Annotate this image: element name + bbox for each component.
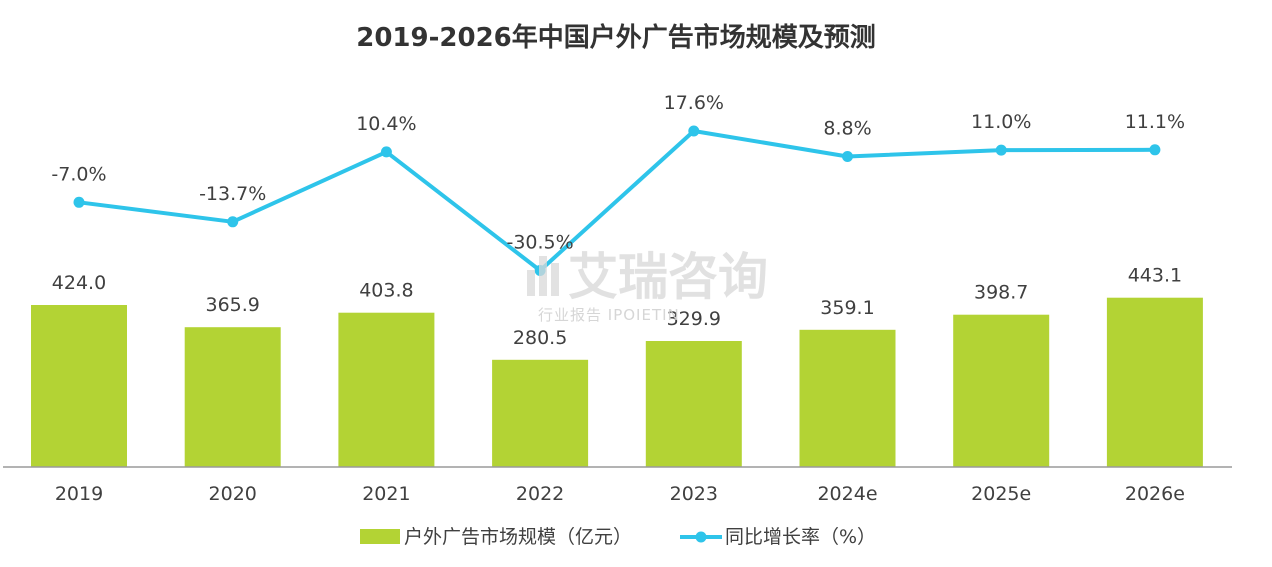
legend-line-marker (695, 531, 707, 543)
chart-title: 2019-2026年中国户外广告市场规模及预测 (356, 22, 876, 53)
legend-line-label: 同比增长率（%） (725, 526, 876, 548)
bar-label-2025e: 398.7 (974, 282, 1028, 304)
growth-label-2024e: 8.8% (823, 118, 871, 140)
growth-label-2026e: 11.1% (1125, 111, 1185, 133)
bar-label-2019: 424.0 (52, 272, 106, 294)
x-tick-2020: 2020 (209, 483, 257, 505)
watermark-main-text: 艾瑞咨询 (568, 248, 768, 306)
growth-point-2021 (380, 146, 392, 158)
x-tick-2026e: 2026e (1125, 483, 1185, 505)
growth-label-2020: -13.7% (199, 183, 266, 205)
bar-2020 (184, 327, 281, 467)
growth-label-2021: 10.4% (356, 113, 416, 135)
growth-point-2023 (688, 125, 700, 137)
bar-label-2023: 329.9 (667, 308, 721, 330)
growth-point-2025e (995, 144, 1007, 156)
legend-bar-label: 户外广告市场规模（亿元） (404, 526, 632, 548)
x-tick-2025e: 2025e (971, 483, 1031, 505)
x-tick-2019: 2019 (55, 483, 103, 505)
growth-line (77, 129, 1157, 273)
growth-point-2019 (73, 196, 85, 208)
line-label-layer: -7.0% -13.7% 10.4% -30.5% 17.6% 8.8% 11.0% 11.1… (51, 92, 1185, 254)
watermark: 艾瑞咨询 行业报告 IPOIETIN (527, 248, 768, 324)
bar-2019 (31, 305, 127, 467)
bar-2024e (799, 329, 896, 467)
growth-point-2020 (227, 216, 239, 228)
bar-2022 (492, 359, 589, 467)
bar-2025e (953, 314, 1050, 467)
bar-label-2021: 403.8 (359, 280, 413, 302)
growth-label-2019: -7.0% (51, 163, 106, 185)
x-tick-2021: 2021 (362, 483, 410, 505)
watermark-sub-text: 行业报告 IPOIETIN (538, 306, 680, 324)
bar-2021 (338, 312, 435, 467)
bar-label-2024e: 359.1 (820, 297, 874, 319)
growth-label-2023: 17.6% (664, 92, 724, 114)
x-tick-layer: 2019 2020 2021 2022 2023 2024e 2025e 2026e (55, 483, 1185, 505)
bar-layer (31, 297, 1203, 467)
bar-2026e (1106, 297, 1203, 467)
growth-label-2022: -30.5% (506, 232, 573, 254)
line-layer (73, 125, 1161, 276)
x-tick-2023: 2023 (670, 483, 718, 505)
bar-label-2020: 365.9 (205, 294, 259, 316)
x-tick-2024e: 2024e (817, 483, 877, 505)
legend-bar-swatch (360, 529, 400, 544)
watermark-logo-icon (527, 256, 559, 296)
legend: 户外广告市场规模（亿元） 同比增长率（%） (360, 526, 876, 548)
x-tick-2022: 2022 (516, 483, 564, 505)
growth-point-2026e (1149, 144, 1161, 156)
bar-label-2026e: 443.1 (1128, 265, 1182, 287)
bar-2023 (645, 341, 742, 467)
bar-label-layer: 424.0 365.9 403.8 280.5 329.9 359.1 398.7 443.1 (52, 265, 1182, 349)
growth-point-2024e (842, 151, 853, 162)
growth-label-2025e: 11.0% (971, 111, 1031, 133)
bar-label-2022: 280.5 (513, 327, 567, 349)
